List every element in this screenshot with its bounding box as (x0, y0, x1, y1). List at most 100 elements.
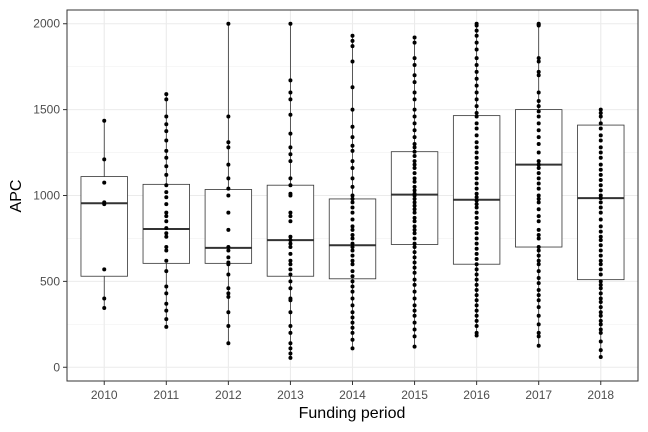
data-point (598, 224, 603, 229)
data-point (350, 346, 355, 351)
data-point (474, 318, 479, 323)
data-point (164, 129, 169, 134)
data-point (598, 172, 603, 177)
data-point (412, 121, 417, 126)
data-point (288, 183, 293, 188)
data-point (598, 196, 603, 201)
data-point (536, 59, 541, 64)
data-point (412, 308, 417, 313)
data-point (412, 334, 417, 339)
data-point (598, 330, 603, 335)
data-point (474, 176, 479, 181)
data-point (474, 33, 479, 38)
data-point (288, 346, 293, 351)
data-point (350, 200, 355, 205)
data-point (474, 186, 479, 191)
data-point (288, 279, 293, 284)
data-point (288, 310, 293, 315)
data-point (536, 150, 541, 155)
data-point (598, 243, 603, 248)
data-point (412, 207, 417, 212)
data-point (288, 286, 293, 291)
data-point (350, 205, 355, 210)
data-point (474, 23, 479, 28)
data-point (350, 143, 355, 148)
data-point (412, 250, 417, 255)
data-point (350, 44, 355, 49)
data-point (536, 176, 541, 181)
data-point (412, 159, 417, 164)
data-point (536, 109, 541, 114)
data-point (288, 97, 293, 102)
data-point (536, 236, 541, 241)
data-point (598, 145, 603, 150)
data-point (412, 270, 417, 275)
data-point (164, 324, 169, 329)
data-point (226, 272, 231, 277)
data-point (226, 114, 231, 119)
data-point (474, 133, 479, 138)
x-tick-label: 2014 (339, 388, 366, 402)
data-point (412, 114, 417, 119)
data-point (536, 322, 541, 327)
data-point (598, 126, 603, 131)
data-point (288, 262, 293, 267)
data-point (412, 149, 417, 154)
data-point (474, 293, 479, 298)
data-point (288, 355, 293, 360)
data-point (350, 59, 355, 64)
data-point (412, 303, 417, 308)
data-point (350, 227, 355, 232)
data-point (536, 162, 541, 167)
data-point (288, 245, 293, 250)
data-point (536, 330, 541, 335)
data-point (350, 337, 355, 342)
data-point (164, 195, 169, 200)
data-point (164, 248, 169, 253)
data-point (474, 97, 479, 102)
data-point (474, 181, 479, 186)
data-point (474, 76, 479, 81)
data-point (536, 343, 541, 348)
data-point (474, 111, 479, 116)
data-point (288, 193, 293, 198)
data-point (350, 289, 355, 294)
data-point (598, 348, 603, 353)
x-tick-label: 2012 (215, 388, 242, 402)
data-point (412, 179, 417, 184)
data-point (412, 56, 417, 61)
data-point (226, 245, 231, 250)
data-point (288, 152, 293, 157)
data-point (412, 188, 417, 193)
data-point (350, 279, 355, 284)
data-point (288, 159, 293, 164)
data-point (474, 155, 479, 160)
data-point (164, 122, 169, 127)
data-point (474, 171, 479, 176)
data-point (536, 245, 541, 250)
data-point (536, 275, 541, 280)
data-point (164, 138, 169, 143)
y-tick-label: 1500 (33, 103, 60, 117)
data-point (350, 85, 355, 90)
x-tick-label: 2018 (587, 388, 614, 402)
data-point (288, 258, 293, 263)
data-point (474, 246, 479, 251)
data-point (350, 310, 355, 315)
data-point (226, 324, 231, 329)
data-point (598, 354, 603, 359)
data-point (412, 176, 417, 181)
data-point (474, 333, 479, 338)
data-point (164, 234, 169, 239)
data-point (536, 23, 541, 28)
data-point (536, 69, 541, 74)
data-point (412, 227, 417, 232)
data-point (474, 282, 479, 287)
data-point (598, 111, 603, 116)
data-point (598, 167, 603, 172)
data-point (598, 291, 603, 296)
data-point (226, 193, 231, 198)
data-point (350, 233, 355, 238)
data-point (412, 224, 417, 229)
data-point (288, 21, 293, 26)
